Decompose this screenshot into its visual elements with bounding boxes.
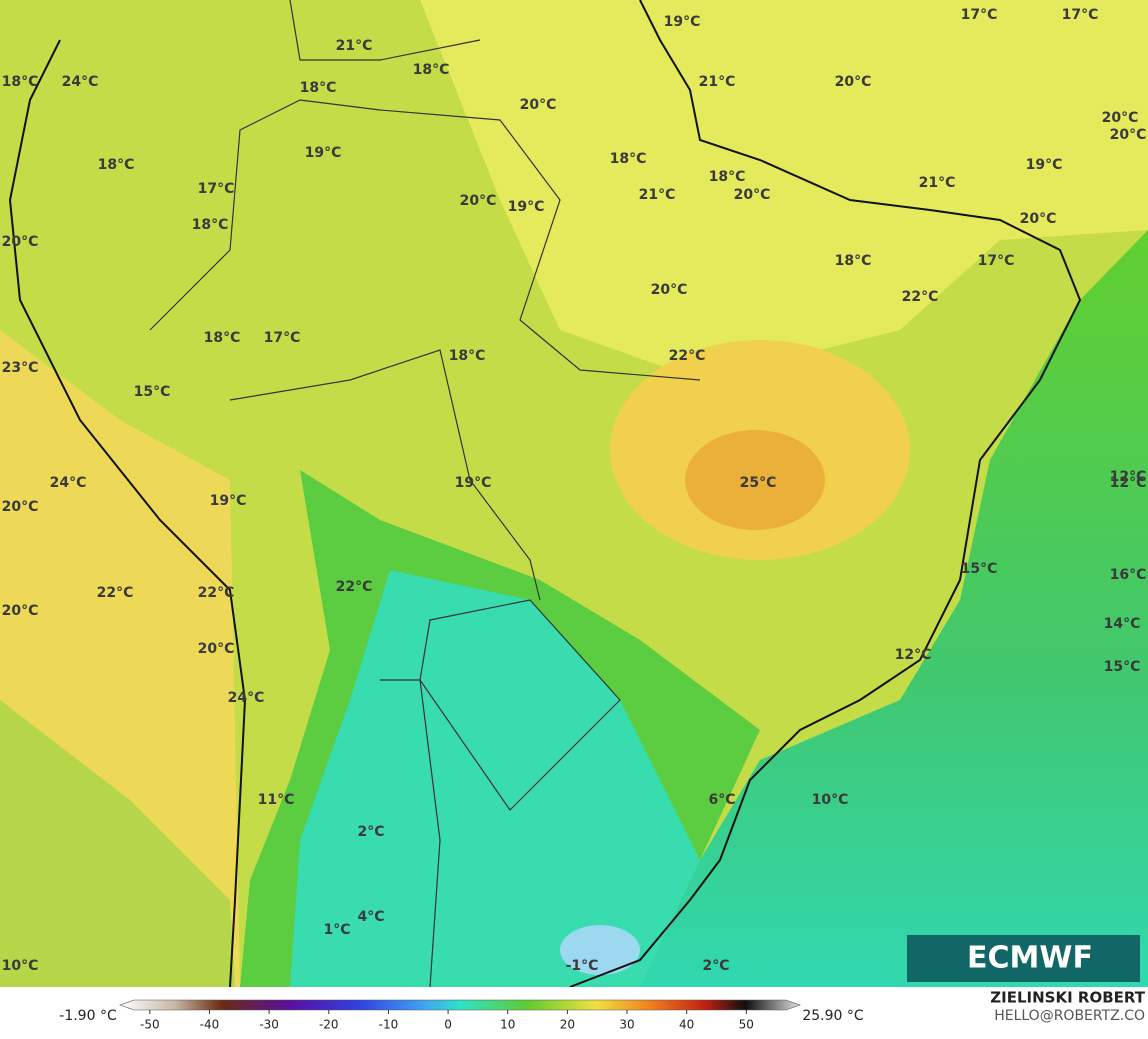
temperature-label: 20°C <box>520 97 557 113</box>
temperature-label: 18°C <box>413 62 450 78</box>
map <box>0 0 1148 988</box>
temperature-label: 18°C <box>2 74 39 90</box>
temperature-label: 20°C <box>2 603 39 619</box>
temperature-label: 18°C <box>204 330 241 346</box>
temperature-label: 17°C <box>961 7 998 23</box>
temperature-label: 19°C <box>1026 157 1063 173</box>
temperature-label: 19°C <box>210 493 247 509</box>
hot-zone <box>685 430 825 530</box>
colorbar-tick-label: -40 <box>200 1018 220 1032</box>
temperature-label: 22°C <box>336 579 373 595</box>
temperature-label: 10°C <box>812 792 849 808</box>
temperature-label: 15°C <box>961 561 998 577</box>
credit-email: HELLO@ROBERTZ.CO <box>994 1008 1145 1024</box>
temperature-label: 22°C <box>198 585 235 601</box>
coldest-zone <box>560 925 640 975</box>
min-label: -1.90 °C <box>59 1008 117 1024</box>
colorbar-tick-label: -10 <box>379 1018 399 1032</box>
temperature-label: -1°C <box>566 958 599 974</box>
temperature-label: 18°C <box>192 217 229 233</box>
warm-zone <box>420 0 1148 380</box>
temperature-label: 24°C <box>228 690 265 706</box>
temperature-label: 18°C <box>449 348 486 364</box>
temperature-label: 18°C <box>610 151 647 167</box>
temperature-label: 20°C <box>2 499 39 515</box>
temperature-label: 24°C <box>62 74 99 90</box>
temperature-label: 20°C <box>835 74 872 90</box>
temperature-label: 2°C <box>357 824 384 840</box>
temperature-label: 4°C <box>357 909 384 925</box>
temperature-label: 19°C <box>508 199 545 215</box>
colorbar-tick-label: 0 <box>444 1018 452 1032</box>
temperature-label: 17°C <box>198 181 235 197</box>
temperature-label: 11°C <box>258 792 295 808</box>
temperature-label: 25°C <box>740 475 777 491</box>
colorbar-tick-label: 10 <box>500 1018 515 1032</box>
temperature-label: 16°C <box>1110 567 1147 583</box>
temperature-label: 20°C <box>2 234 39 250</box>
temperature-label: 6°C <box>708 792 735 808</box>
borders <box>149 0 701 988</box>
temperature-label: 20°C <box>1110 127 1147 143</box>
temperature-label: 20°C <box>1102 110 1139 126</box>
temperature-label: 23°C <box>2 360 39 376</box>
temperature-label: 22°C <box>902 289 939 305</box>
temperature-label: 20°C <box>1020 211 1057 227</box>
temperature-label: 15°C <box>1104 659 1141 675</box>
temperature-label: 17°C <box>264 330 301 346</box>
temperature-label: 18°C <box>300 80 337 96</box>
footer <box>0 987 1148 1035</box>
colorbar-tick-label: 30 <box>619 1018 634 1032</box>
colorbar-tick-label: -20 <box>319 1018 339 1032</box>
ocean-atlantic <box>640 230 1148 987</box>
temperature-label: 21°C <box>919 175 956 191</box>
temperature-label: 1°C <box>323 922 350 938</box>
temperature-label: 22°C <box>669 348 706 364</box>
temperature-label: 21°C <box>639 187 676 203</box>
ocean-cool <box>0 700 235 987</box>
temperature-label: 21°C <box>336 38 373 54</box>
temperature-label: 18°C <box>98 157 135 173</box>
colorbar-tick-label: 50 <box>739 1018 754 1032</box>
temperature-label: 22°C <box>97 585 134 601</box>
temperature-label: 21°C <box>699 74 736 90</box>
colorbar-tick-label: 20 <box>560 1018 575 1032</box>
temperature-label: 20°C <box>734 187 771 203</box>
colorbar-ramp <box>119 999 801 1011</box>
colorbar-tick-label: -50 <box>140 1018 160 1032</box>
temperature-labels: 19°C 17°C 17°C 21°C 18°C 21°C 20°C 18°C 24°C 18°C… <box>2 7 1147 974</box>
temperature-label: 17°C <box>1062 7 1099 23</box>
temperature-label: 20°C <box>460 193 497 209</box>
temperature-label: 20°C <box>198 641 235 657</box>
temperature-label: 18°C <box>709 169 746 185</box>
temperature-label: 10°C <box>2 958 39 974</box>
colorbar-tick-label: -30 <box>259 1018 279 1032</box>
temperature-label: 17°C <box>978 253 1015 269</box>
colorbar-tick-label: 40 <box>679 1018 694 1032</box>
temperature-label: 20°C <box>651 282 688 298</box>
temperature-label: 12°C <box>895 647 932 663</box>
logo: ECMWF <box>967 941 1093 976</box>
temperature-label: 19°C <box>664 14 701 30</box>
temperature-label: 2°C <box>702 958 729 974</box>
max-label: 25.90 °C <box>802 1008 864 1024</box>
temperature-label: 24°C <box>50 475 87 491</box>
temperature-label: 19°C <box>305 145 342 161</box>
colorbar: -50 -40 -30 -20 -10 0 10 20 30 40 50 <box>119 999 801 1032</box>
temperature-label: 14°C <box>1104 616 1141 632</box>
temperature-label: 18°C <box>835 253 872 269</box>
coastline <box>8 0 1082 988</box>
credit-name: ZIELINSKI ROBERT <box>990 989 1145 1007</box>
temperature-label: 15°C <box>134 384 171 400</box>
temperature-label: 12°C <box>1110 469 1147 485</box>
temperature-label: 19°C <box>455 475 492 491</box>
logo-box <box>907 935 1140 982</box>
cold-zone <box>290 570 700 987</box>
temperature-label: 12°C <box>1110 475 1147 491</box>
